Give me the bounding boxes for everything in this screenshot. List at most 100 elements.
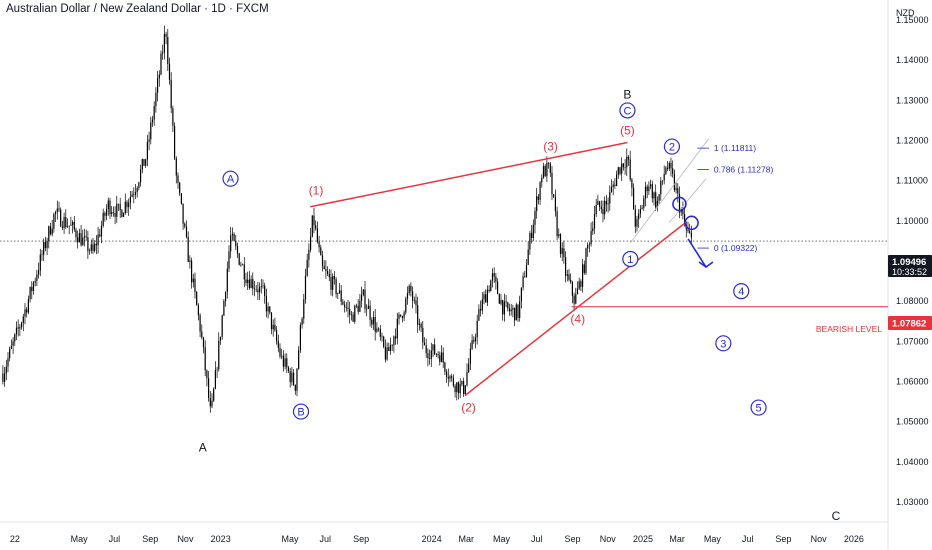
wave-label-1: (1)	[309, 184, 324, 198]
candle	[243, 257, 245, 288]
candle	[403, 310, 405, 321]
time-axis[interactable]: 22 May Jul Sep Nov 2023 May Jul Sep 2024 Mar May Jul…	[10, 534, 864, 544]
candle	[226, 261, 228, 299]
candle	[478, 304, 480, 321]
red-trend-line[interactable]	[310, 141, 628, 208]
candle	[92, 237, 94, 254]
candle	[666, 160, 669, 172]
candle	[320, 244, 322, 256]
candle	[138, 181, 140, 191]
candle	[439, 351, 441, 366]
candle	[85, 229, 87, 241]
plot-area[interactable]	[0, 0, 888, 522]
candle	[374, 308, 376, 341]
candle	[503, 293, 505, 322]
candle	[56, 200, 58, 220]
candle	[527, 241, 529, 266]
candle	[597, 194, 599, 205]
candle	[230, 226, 232, 259]
candle	[160, 50, 162, 76]
candle	[600, 200, 602, 214]
candle	[291, 366, 293, 386]
candle	[99, 228, 101, 238]
x-tick-label: 2025	[633, 534, 653, 544]
candle	[646, 184, 648, 199]
candle	[116, 195, 118, 223]
candle	[466, 363, 468, 387]
candle	[9, 346, 11, 362]
candle	[457, 381, 460, 400]
svg-text:3: 3	[720, 338, 726, 350]
wave-label-4-circle: 4	[733, 283, 750, 300]
candle	[456, 382, 458, 401]
candle	[199, 313, 201, 338]
candle	[218, 332, 220, 372]
candle	[391, 344, 393, 351]
candle	[27, 295, 29, 315]
chart-title: Australian Dollar / New Zealand Dollar ·…	[6, 3, 269, 15]
candle	[151, 115, 154, 127]
candle	[355, 303, 358, 309]
svg-text:1: 1	[627, 254, 633, 266]
candle	[677, 183, 679, 203]
candle	[102, 208, 104, 228]
projection-arrow[interactable]	[687, 238, 714, 269]
candle	[175, 156, 177, 184]
candle	[542, 162, 545, 179]
candle	[398, 312, 400, 325]
candle	[580, 279, 582, 291]
candle	[190, 257, 193, 289]
candle	[505, 294, 507, 308]
candle	[585, 247, 587, 275]
candle	[121, 208, 123, 218]
candle	[452, 374, 454, 388]
candle	[559, 233, 562, 258]
candle	[568, 269, 570, 282]
red-trend-line[interactable]	[464, 222, 686, 397]
candle	[32, 281, 35, 295]
candle	[306, 253, 308, 277]
bearish-level-label: BEARISH LEVEL	[816, 324, 882, 334]
candle	[284, 353, 286, 370]
candle	[517, 304, 519, 322]
y-tick-label: 1.10000	[896, 216, 929, 226]
x-tick-label: Sep	[353, 534, 369, 544]
bar-countdown: 10:33:52	[892, 267, 927, 277]
candle	[445, 369, 448, 383]
candle	[83, 228, 86, 247]
candle	[435, 353, 437, 358]
x-tick-label: Sep	[775, 534, 791, 544]
candle	[100, 220, 103, 244]
candle	[653, 191, 655, 206]
x-tick-label: May	[704, 534, 722, 544]
candle	[388, 342, 390, 352]
candle	[253, 281, 256, 297]
candle	[328, 269, 330, 282]
currency-label: NZD	[896, 8, 915, 18]
candle	[352, 311, 354, 323]
candle	[156, 70, 159, 102]
candle	[500, 294, 502, 306]
candle	[168, 57, 171, 85]
candle	[298, 346, 300, 370]
candle	[411, 286, 414, 309]
price-axis[interactable]: 1.15000 1.14000 1.13000 1.12000 1.11000 1.100…	[896, 15, 929, 507]
candle	[537, 194, 539, 205]
candle	[490, 279, 492, 292]
fib-level-label: 0.786 (1.11278)	[714, 165, 774, 175]
candle	[196, 291, 198, 306]
y-tick-label: 1.14000	[896, 55, 929, 65]
candle	[570, 273, 572, 284]
candle	[546, 156, 548, 183]
candle	[396, 312, 398, 345]
candle	[70, 216, 72, 227]
candle	[136, 186, 138, 198]
x-tick-label: 2024	[422, 534, 442, 544]
candle	[189, 255, 191, 269]
candle	[304, 268, 307, 304]
candle	[547, 162, 550, 169]
candle	[80, 225, 82, 247]
y-tick-label: 1.13000	[896, 95, 929, 105]
candle	[581, 259, 584, 293]
